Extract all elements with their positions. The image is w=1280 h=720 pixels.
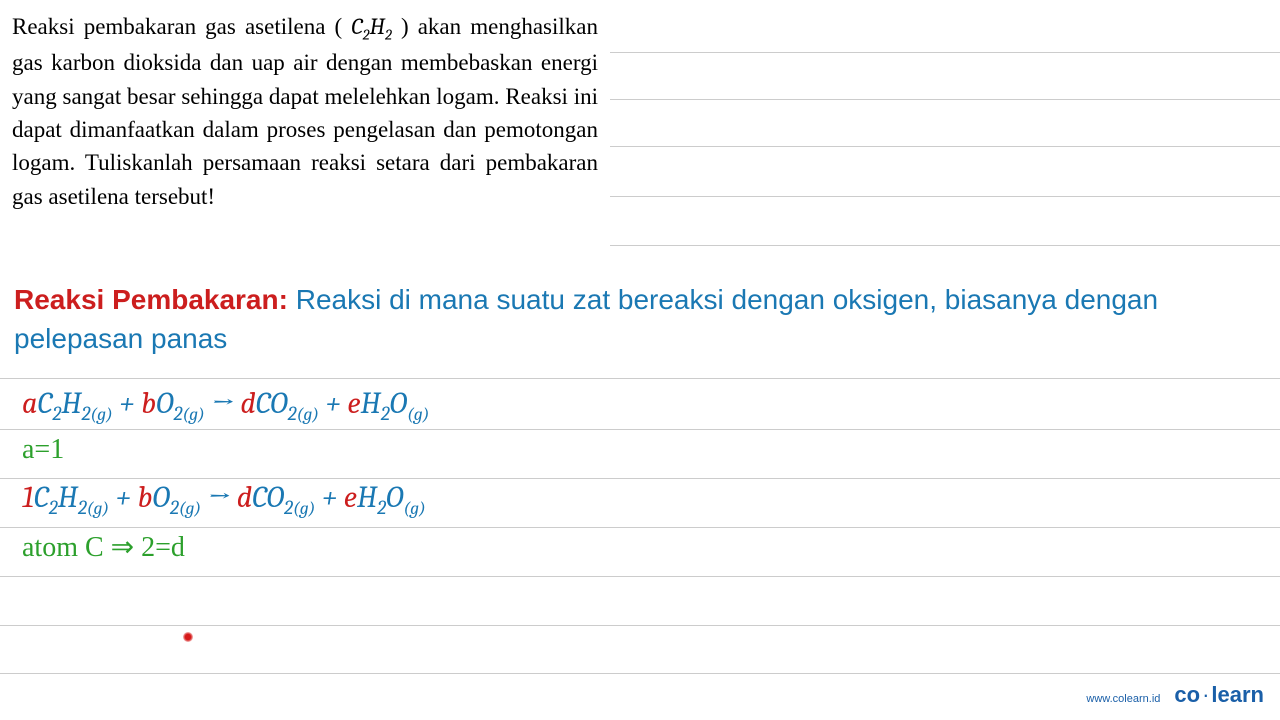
definition-block: Reaksi Pembakaran: Reaksi di mana suatu … — [14, 280, 1260, 358]
term-co2: CO2(g) — [256, 386, 319, 421]
coef-e: e — [347, 386, 360, 421]
question-formula: C2H2 — [351, 13, 392, 40]
atom-c-line: atom C ⇒ 2=d — [22, 530, 185, 564]
arrow-1: → — [205, 386, 241, 421]
arrow-2: → — [201, 480, 237, 515]
term-c2h2: C2H2(g) — [37, 386, 112, 421]
logo-learn: learn — [1211, 682, 1264, 707]
footer-url: www.colearn.id — [1086, 693, 1160, 705]
plus-4: + — [315, 480, 344, 515]
coef-a: a — [22, 386, 37, 421]
coef-a2: 1 — [22, 480, 34, 515]
term-o2: O2(g) — [156, 386, 205, 421]
logo-co: co — [1174, 682, 1200, 707]
definition-title: Reaksi Pembakaran: — [14, 284, 288, 315]
pointer-dot-icon — [183, 632, 193, 642]
term-h2o: H2O(g) — [361, 386, 430, 421]
coef-b: b — [141, 386, 156, 421]
term-co2-2: CO2(g) — [252, 480, 315, 515]
equation-1: aC2H2(g) + bO2(g) → dCO2(g) + eH2O(g) — [22, 386, 429, 425]
term-o2-2: O2(g) — [152, 480, 201, 515]
plus-2: + — [319, 386, 348, 421]
question-text: Reaksi pembakaran gas asetilena ( C2H2 )… — [12, 10, 598, 213]
footer: www.colearn.id co·learn — [1086, 682, 1264, 708]
coef-d2: d — [237, 480, 252, 515]
logo: co·learn — [1174, 682, 1264, 708]
question-post: ) akan menghasilkan gas karbon dioksida … — [12, 14, 598, 209]
logo-sep: · — [1202, 682, 1209, 707]
plus-3: + — [109, 480, 138, 515]
a-equals-1: a=1 — [22, 434, 64, 466]
question-pre: Reaksi pembakaran gas asetilena ( — [12, 14, 351, 39]
equation-2: 1C2H2(g) + bO2(g) → dCO2(g) + eH2O(g) — [22, 480, 426, 519]
term-h2o-2: H2O(g) — [357, 480, 426, 515]
term-c2h2-2: C2H2(g) — [34, 480, 109, 515]
coef-b2: b — [138, 480, 153, 515]
coef-e2: e — [344, 480, 357, 515]
coef-d: d — [240, 386, 255, 421]
plus-1: + — [113, 386, 142, 421]
